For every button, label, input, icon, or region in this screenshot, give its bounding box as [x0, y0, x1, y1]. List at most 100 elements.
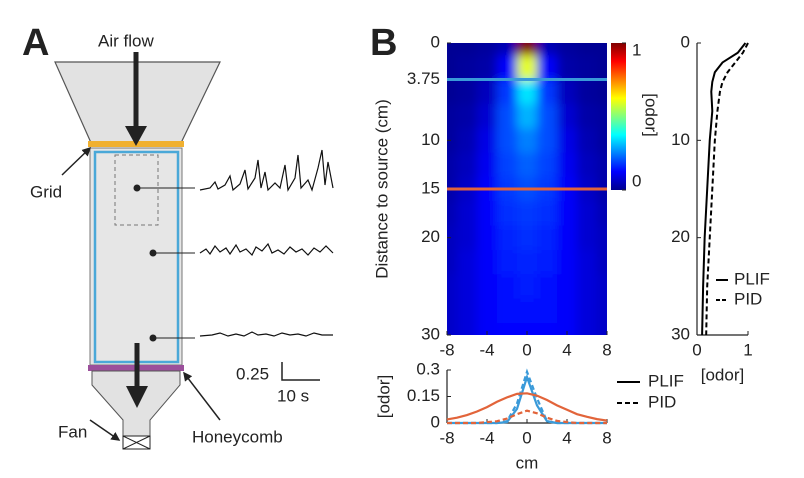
heatmap-cell [457, 152, 478, 178]
x-tick-label: 4 [562, 340, 571, 359]
heatmap-cell [497, 274, 518, 299]
heatmap-cell [457, 298, 478, 324]
heatmap-cell [537, 249, 558, 275]
heatmap-cell [517, 152, 538, 178]
panel-a: A Air flow Grid Fan Honeycomb 0.25 10 s [22, 22, 334, 450]
heatmap-cell [537, 274, 558, 299]
heatmap-cell [457, 201, 478, 226]
fan-blades [122, 435, 151, 450]
heatmap-cell [597, 103, 607, 129]
heatmap-cell [497, 322, 518, 335]
honeycomb-label: Honeycomb [192, 427, 283, 446]
x-tick-label: 0 [692, 340, 701, 359]
heatmap-cell [457, 322, 478, 335]
y-tick-label: 30 [421, 324, 440, 343]
y-axis-label: [odor] [374, 375, 393, 418]
signal-trace [199, 331, 333, 337]
x-tick-label: -4 [479, 428, 494, 447]
x-tick-label: 1 [743, 340, 752, 359]
heatmap-cell [497, 103, 518, 129]
heatmap-cell [447, 225, 458, 251]
heatmap-cell [557, 79, 578, 105]
heatmap-cell [597, 43, 607, 56]
heatmap-cell [557, 322, 578, 335]
heatmap-cell [517, 298, 538, 324]
heatmap-cell [597, 249, 607, 275]
heatmap-cell [497, 152, 518, 178]
heatmap-cell [537, 79, 558, 105]
heatmap-cell [477, 128, 498, 153]
heatmap-cell [557, 128, 578, 153]
x-tick-label: 4 [562, 428, 571, 447]
colorbar-tick-label: 1 [632, 40, 641, 59]
y-tick-label: 10 [671, 130, 690, 149]
flow-arrowhead [126, 386, 148, 408]
grid-label: Grid [30, 182, 62, 201]
panel-label: B [370, 22, 397, 64]
heatmap-cell [597, 152, 607, 178]
flow-arrowhead [125, 126, 147, 146]
heatmap-cell [497, 128, 518, 153]
heatmap-cell [517, 225, 538, 251]
x-tick-label: -8 [439, 340, 454, 359]
heatmap-cell [517, 201, 538, 226]
imaging-area [114, 154, 159, 226]
legend-label: PLIF [734, 269, 770, 288]
y-tick-label: 20 [671, 227, 690, 246]
heatmap-cell [577, 322, 598, 335]
x-tick-label: 0 [522, 340, 531, 359]
heatmap-cells [447, 43, 607, 335]
heatmap-cell [447, 298, 458, 324]
colorbar-label: [odor] [642, 93, 661, 136]
heatmap-cell [557, 55, 578, 80]
heatmap-cell [557, 274, 578, 299]
heatmap-cell [577, 201, 598, 226]
profile-line [705, 42, 749, 336]
heatmap-cell [557, 152, 578, 178]
heatmap-cell [477, 103, 498, 129]
heatmap-cell [447, 43, 458, 56]
fan-label: Fan [58, 422, 87, 441]
heatmap-cell [557, 249, 578, 275]
heatmap-cell [477, 201, 498, 226]
heatmap-cell [537, 298, 558, 324]
heatmap-cell [477, 43, 498, 56]
heatmap-cell [597, 298, 607, 324]
legend-label: PID [734, 289, 762, 308]
heatmap-cell [497, 225, 518, 251]
profile-line [701, 42, 747, 336]
heatmap-cell [577, 274, 598, 299]
profile-line [447, 409, 607, 425]
heatmap-cell [517, 274, 538, 299]
air-flow-label: Air flow [98, 31, 154, 50]
heatmap-cell [577, 298, 598, 324]
heatmap-cell [557, 298, 578, 324]
x-tick-label: -4 [479, 340, 494, 359]
heatmap-cell [457, 128, 478, 153]
heatmap-cell [597, 201, 607, 226]
heatmap-cell [447, 128, 458, 153]
heatmap-cell [577, 225, 598, 251]
heatmap-cell [517, 103, 538, 129]
chamber [89, 147, 183, 366]
panel-label: A [22, 22, 49, 64]
y-tick-label: 0 [431, 32, 440, 51]
heatmap-cell [457, 274, 478, 299]
heatmap-cell [447, 79, 458, 105]
heatmap-cell [497, 43, 518, 56]
heatmap-cell [537, 43, 558, 56]
heatmap-cell [447, 274, 458, 299]
heatmap-cell [577, 152, 598, 178]
heatmap-cell [497, 298, 518, 324]
heatmap-cell [577, 55, 598, 80]
heatmap-cell [477, 298, 498, 324]
x-tick-label: 8 [602, 340, 611, 359]
fan-pointer [89, 419, 121, 441]
heatmap-cell [537, 128, 558, 153]
x-tick-label: 8 [602, 428, 611, 447]
heatmap-cell [517, 79, 538, 105]
x-tick-label: -8 [439, 428, 454, 447]
legend-label: PLIF [648, 371, 684, 390]
heatmap-cell [577, 128, 598, 153]
